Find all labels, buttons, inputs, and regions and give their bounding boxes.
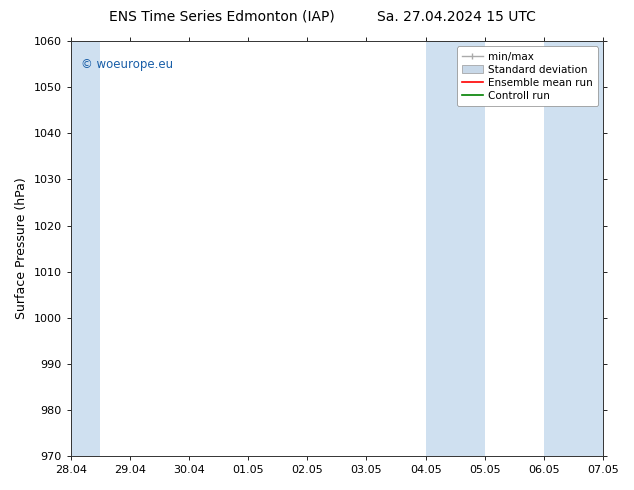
- Text: ENS Time Series Edmonton (IAP): ENS Time Series Edmonton (IAP): [109, 10, 335, 24]
- Text: © woeurope.eu: © woeurope.eu: [81, 58, 174, 71]
- Bar: [544, 41, 603, 456]
- Y-axis label: Surface Pressure (hPa): Surface Pressure (hPa): [15, 178, 28, 319]
- Bar: [71, 41, 100, 456]
- Bar: [425, 41, 485, 456]
- Text: Sa. 27.04.2024 15 UTC: Sa. 27.04.2024 15 UTC: [377, 10, 536, 24]
- Legend: min/max, Standard deviation, Ensemble mean run, Controll run: min/max, Standard deviation, Ensemble me…: [456, 47, 598, 106]
